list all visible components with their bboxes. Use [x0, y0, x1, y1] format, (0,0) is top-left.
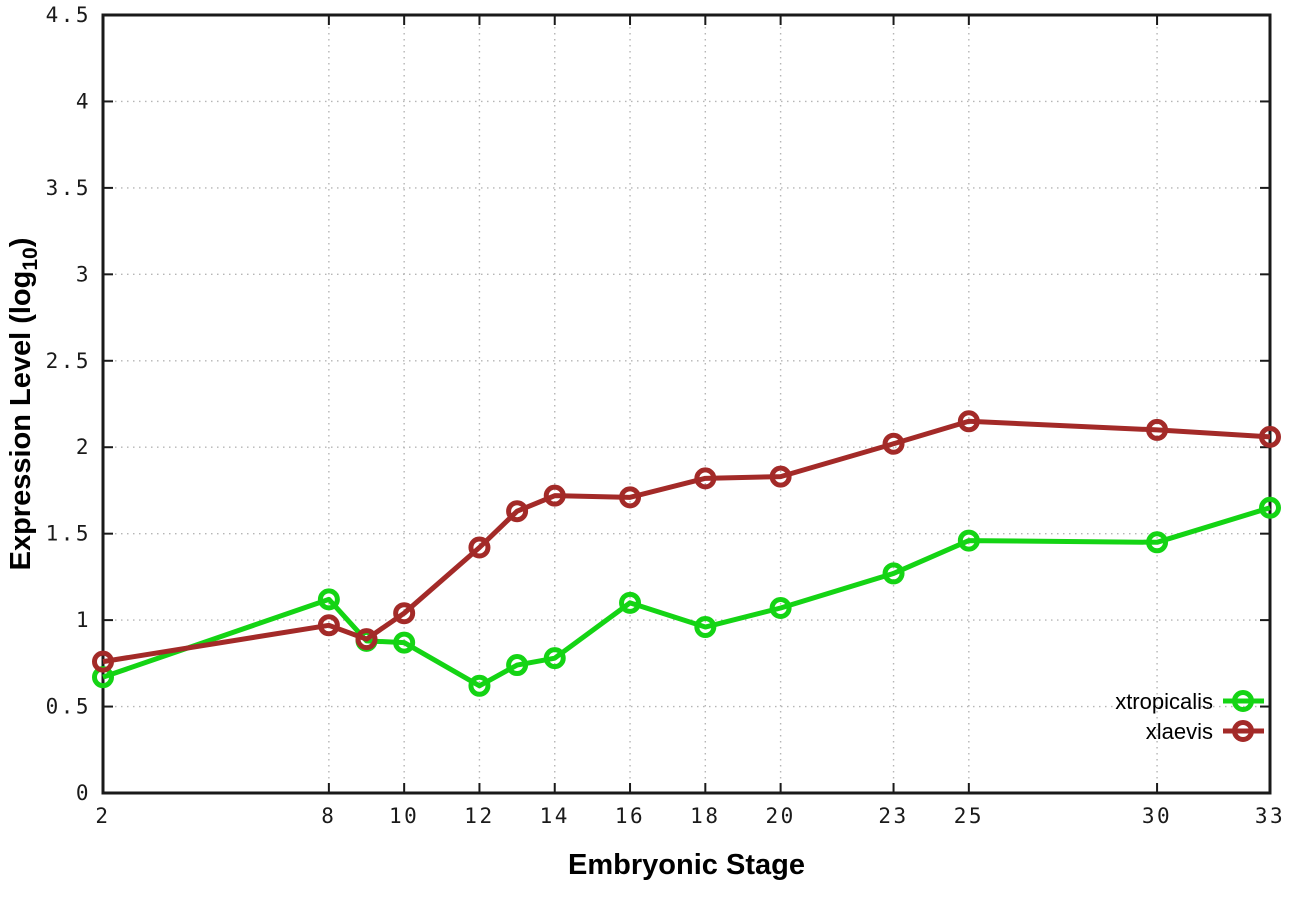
y-tick-label: 3.5	[46, 176, 91, 200]
data-point-marker-xlaevis	[1146, 418, 1169, 441]
grid	[103, 15, 1270, 793]
x-tick-label: 2	[95, 804, 110, 828]
y-tick-label: 0	[76, 781, 91, 805]
data-point-marker-xtropicalis	[1146, 531, 1169, 554]
legend-entry-xlaevis: xlaevis	[1146, 719, 1264, 744]
legend-label-xlaevis: xlaevis	[1146, 719, 1213, 744]
x-tick-label: 23	[878, 804, 908, 828]
data-point-marker-xlaevis	[882, 432, 905, 455]
data-point-marker-xtropicalis	[882, 562, 905, 585]
data-point-marker-xtropicalis	[957, 529, 980, 552]
data-point-marker-xtropicalis	[1259, 496, 1281, 519]
y-tick-label: 0.5	[46, 695, 91, 719]
x-tick-label: 33	[1255, 804, 1285, 828]
data-point-marker-xtropicalis	[506, 654, 529, 677]
x-axis-label: Embryonic Stage	[568, 849, 805, 881]
data-point-marker-xlaevis	[468, 536, 491, 559]
x-tick-label: 8	[321, 804, 336, 828]
legend-entry-xtropicalis: xtropicalis	[1115, 689, 1264, 714]
data-point-marker-xlaevis	[355, 628, 378, 651]
data-point-marker-xtropicalis	[393, 631, 416, 654]
data-point-marker-xlaevis	[317, 614, 340, 637]
y-tick-label: 4.5	[46, 3, 91, 27]
tick-labels: 2 8 10 12 14 16 18 20 23 25 30 33 0 0.5 1 1.5 2 2.5 3 3.5 4 4…	[46, 3, 1285, 828]
y-tick-label: 3	[76, 262, 91, 286]
data-point-marker-xlaevis	[506, 500, 529, 523]
data-point-marker-xtropicalis	[769, 597, 792, 620]
y-tick-label: 2.5	[46, 349, 91, 373]
data-point-marker-xlaevis	[957, 410, 980, 433]
x-tick-label: 18	[690, 804, 720, 828]
data-point-marker-xtropicalis	[543, 647, 566, 670]
data-point-marker-xtropicalis	[468, 674, 491, 697]
x-tick-label: 30	[1142, 804, 1172, 828]
series-xlaevis	[92, 410, 1281, 673]
data-point-marker-xlaevis	[619, 486, 642, 509]
legend-sample-marker	[1232, 720, 1254, 742]
data-point-marker-xlaevis	[694, 467, 717, 490]
y-tick-label: 1	[76, 608, 91, 632]
axis-ticks	[102, 14, 1271, 794]
data-point-marker-xtropicalis	[619, 591, 642, 614]
data-point-marker-xlaevis	[543, 484, 566, 507]
plot-border	[101, 13, 1272, 795]
data-point-marker-xlaevis	[769, 465, 792, 488]
x-tick-label: 14	[540, 804, 570, 828]
legend: xtropicalis xlaevis	[1115, 689, 1264, 744]
x-tick-label: 10	[389, 804, 419, 828]
x-tick-label: 20	[765, 804, 795, 828]
y-tick-label: 2	[76, 435, 91, 459]
data-point-marker-xtropicalis	[694, 616, 717, 639]
y-tick-label: 4	[76, 89, 91, 113]
data-point-marker-xlaevis	[393, 602, 416, 625]
legend-label-xtropicalis: xtropicalis	[1115, 689, 1213, 714]
x-tick-label: 25	[954, 804, 984, 828]
data-point-marker-xlaevis	[1259, 425, 1281, 448]
y-axis-label: Expression Level (log10)	[5, 238, 42, 571]
data-point-marker-xtropicalis	[317, 588, 340, 611]
y-tick-label: 1.5	[46, 522, 91, 546]
legend-sample-marker	[1232, 690, 1254, 712]
x-tick-label: 12	[464, 804, 494, 828]
x-tick-label: 16	[615, 804, 645, 828]
data-point-marker-xlaevis	[92, 650, 114, 673]
